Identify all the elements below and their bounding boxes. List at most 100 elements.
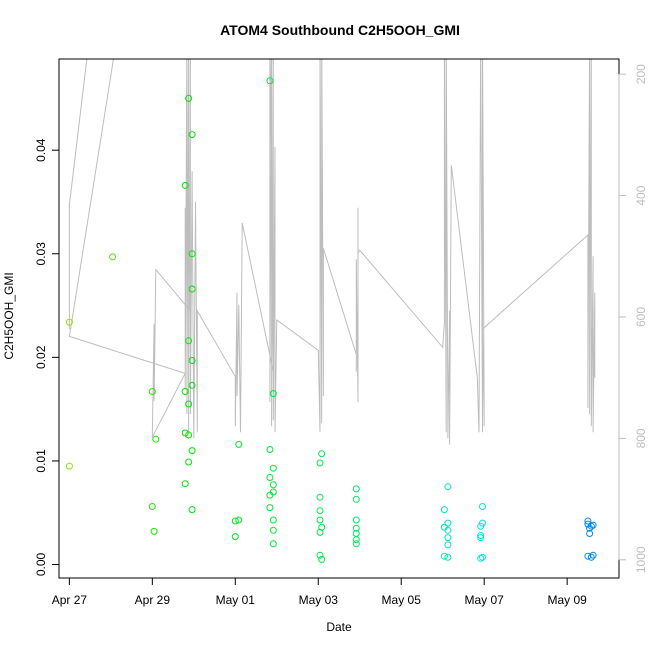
data-point: [352, 485, 360, 493]
data-point: [318, 450, 326, 458]
data-point: [188, 447, 196, 455]
chart-title: ATOM4 Southbound C2H5OOH_GMI: [220, 22, 460, 38]
y-axis: 0.00 0.01 0.02 0.03 0.04: [34, 138, 59, 576]
data-point: [269, 516, 277, 524]
data-point: [269, 481, 277, 489]
data-point: [148, 388, 156, 395]
data-point: [352, 540, 360, 548]
y-tick-label: 0.04: [34, 138, 48, 162]
data-point: [444, 483, 452, 491]
data-point: [352, 495, 360, 503]
data-point: [352, 516, 360, 524]
data-point: [266, 504, 274, 512]
data-point: [444, 519, 452, 527]
data-point: [269, 526, 277, 534]
data-point: [477, 522, 485, 530]
x-tick-label: May 09: [547, 593, 587, 607]
data-point: [188, 381, 196, 389]
y-tick-label: 0.02: [34, 345, 48, 369]
data-point: [584, 520, 592, 528]
altitude-line: [68, 59, 596, 445]
right-axis: 200 400 600 800 1000: [618, 64, 648, 573]
right-tick-label: 1000: [634, 546, 648, 573]
data-point: [188, 285, 196, 293]
data-point: [181, 429, 189, 437]
line-layer: [68, 59, 596, 445]
data-point: [266, 77, 274, 85]
data-point: [589, 551, 597, 559]
data-point: [148, 503, 156, 510]
data-point: [316, 516, 324, 524]
y-tick-label: 0.01: [34, 449, 48, 473]
data-point: [444, 553, 452, 561]
data-point: [185, 337, 193, 345]
data-point: [444, 541, 452, 549]
right-tick-label: 200: [634, 64, 648, 84]
data-point: [444, 526, 452, 534]
data-point: [352, 536, 360, 544]
data-point: [109, 253, 117, 261]
data-point: [269, 464, 277, 472]
data-point: [65, 318, 73, 326]
data-point: [185, 458, 193, 466]
x-axis: Apr 27 Apr 29 May 01 May 03 May 05 May 07 May …: [52, 577, 587, 607]
data-point: [269, 390, 277, 398]
data-point: [231, 533, 239, 541]
data-point: [65, 462, 73, 470]
data-point: [231, 517, 239, 525]
data-point: [188, 357, 196, 364]
data-point: [444, 534, 452, 542]
data-point: [185, 431, 193, 439]
data-point: [584, 552, 592, 560]
data-point: [318, 555, 326, 563]
data-point: [266, 474, 274, 481]
x-tick-label: Apr 27: [52, 593, 88, 607]
data-point: [181, 480, 189, 488]
data-point: [477, 554, 485, 562]
data-point: [269, 488, 277, 496]
data-point: [316, 551, 324, 559]
data-point: [266, 446, 274, 453]
data-point: [316, 459, 324, 467]
data-point: [587, 553, 595, 561]
data-point: [181, 388, 189, 395]
right-tick-label: 400: [634, 185, 648, 205]
data-point: [586, 530, 594, 537]
right-tick-label: 600: [634, 307, 648, 327]
data-point: [479, 503, 486, 510]
data-point: [235, 440, 243, 448]
x-tick-label: Apr 29: [135, 593, 171, 607]
data-point: [188, 250, 196, 258]
x-tick-label: May 01: [216, 593, 256, 607]
data-point: [477, 534, 485, 542]
data-point: [477, 532, 485, 539]
x-tick-label: May 07: [465, 593, 505, 607]
data-point: [185, 94, 193, 102]
y-tick-label: 0.00: [34, 552, 48, 576]
x-axis-label: Date: [326, 620, 352, 634]
y-tick-label: 0.03: [34, 242, 48, 266]
data-point: [316, 528, 324, 536]
data-point: [316, 507, 324, 515]
data-point: [152, 435, 160, 443]
data-point: [352, 524, 360, 532]
data-point: [185, 400, 193, 408]
data-point: [181, 181, 189, 189]
x-tick-label: May 05: [382, 593, 422, 607]
data-point: [316, 493, 324, 501]
data-point: [188, 506, 196, 514]
data-point: [269, 540, 277, 548]
data-point: [584, 517, 592, 525]
right-tick-label: 800: [634, 428, 648, 448]
data-point: [586, 524, 594, 532]
point-layer: [65, 77, 597, 563]
data-point: [150, 527, 158, 535]
plot-frame: [58, 58, 620, 579]
data-point: [188, 131, 196, 139]
x-tick-label: May 03: [299, 593, 339, 607]
data-point: [440, 506, 448, 514]
y-axis-label: C2H5OOH_GMI: [2, 272, 16, 359]
data-point: [235, 516, 243, 524]
data-point: [440, 552, 448, 560]
